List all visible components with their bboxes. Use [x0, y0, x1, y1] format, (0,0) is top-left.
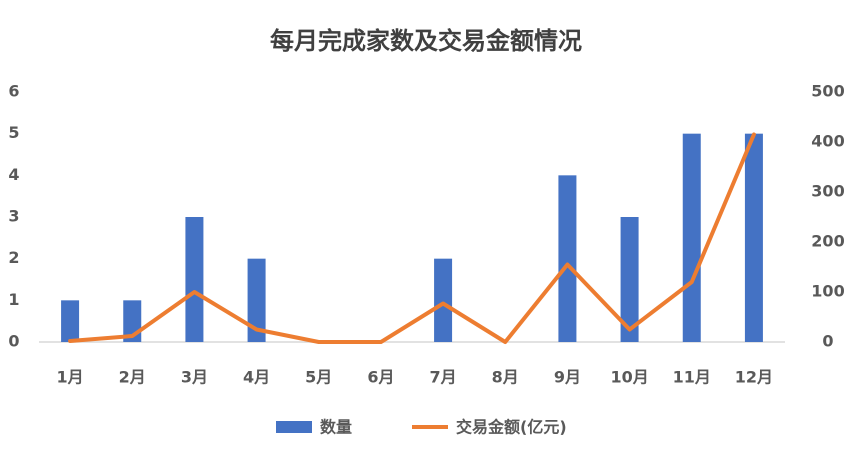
- x-tick-label: 12月: [735, 368, 773, 387]
- legend-label: 交易金额(亿元): [456, 418, 567, 437]
- y-tick-label: 6: [8, 82, 19, 101]
- y2-tick-label: 300: [811, 182, 844, 201]
- bar: [247, 258, 266, 342]
- bar: [434, 258, 453, 342]
- legend-swatch: [276, 421, 312, 433]
- y-tick-label: 4: [8, 165, 19, 184]
- x-tick-label: 4月: [243, 368, 270, 387]
- chart-title: 每月完成家数及交易金额情况: [270, 27, 582, 55]
- bar: [620, 217, 639, 342]
- y2-tick-label: 0: [822, 332, 833, 351]
- bar: [61, 300, 80, 342]
- legend-label: 数量: [320, 418, 352, 437]
- x-tick-label: 2月: [119, 368, 146, 387]
- y-tick-label: 2: [8, 248, 19, 267]
- x-tick-label: 6月: [367, 368, 394, 387]
- x-tick-label: 1月: [57, 368, 84, 387]
- y-tick-label: 0: [8, 332, 19, 351]
- bar: [185, 217, 204, 342]
- x-tick-label: 7月: [430, 368, 457, 387]
- y-tick-label: 3: [8, 207, 19, 226]
- bar: [558, 175, 577, 342]
- x-tick-label: 8月: [492, 368, 519, 387]
- bar: [744, 133, 763, 342]
- bar: [682, 133, 701, 342]
- y2-tick-label: 200: [811, 232, 844, 251]
- y-tick-label: 1: [8, 290, 19, 309]
- x-tick-label: 11月: [673, 368, 711, 387]
- line: [68, 132, 756, 344]
- x-tick-label: 9月: [554, 368, 581, 387]
- x-tick-label: 3月: [181, 368, 208, 387]
- x-tick-label: 5月: [305, 368, 332, 387]
- y2-tick-label: 500: [811, 82, 844, 101]
- y2-tick-label: 400: [811, 132, 844, 151]
- x-tick-label: 10月: [610, 368, 648, 387]
- y-tick-label: 5: [8, 123, 19, 142]
- y2-tick-label: 100: [811, 282, 844, 301]
